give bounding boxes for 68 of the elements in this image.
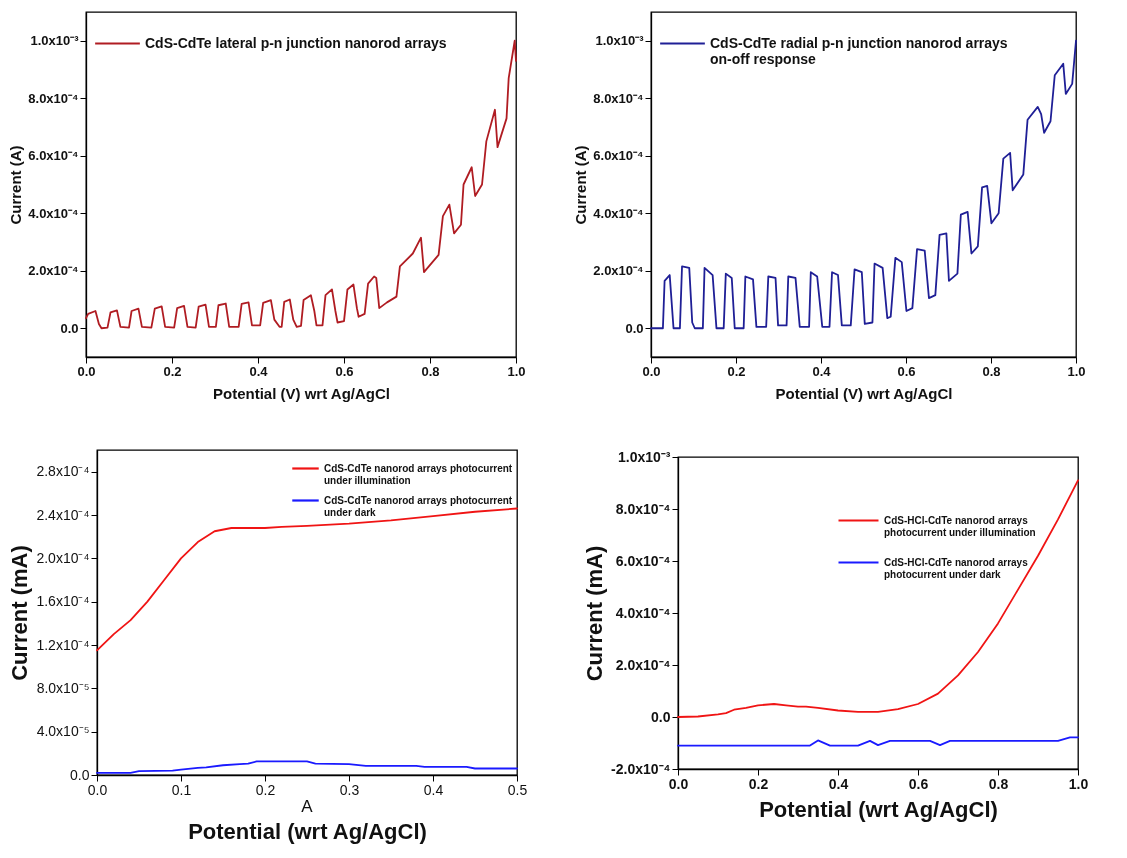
y-tick-label: 4.0x10⁻⁵ xyxy=(36,723,90,740)
x-tick-label: 0.8 xyxy=(988,775,1009,792)
x-tick-label: 0.4 xyxy=(828,775,849,792)
y-tick-label: 2.0x10⁻⁴ xyxy=(593,263,644,279)
y-tick-label: 2.0x10⁻⁴ xyxy=(36,549,90,566)
x-tick-label: 1.0 xyxy=(507,363,526,379)
y-tick-label: 1.0x10⁻³ xyxy=(618,448,671,465)
legend-label: CdS-CdTe radial p-n junction nanorod arrays on-off response xyxy=(710,34,1008,67)
legend-label: CdS-CdTe lateral p-n junction nanorod arrays xyxy=(145,34,447,51)
legend-label: CdS-CdTe nanorod arrays photocurrent under dark xyxy=(324,494,513,518)
x-tick-label: 1.0 xyxy=(1067,363,1086,379)
y-tick-label: 8.0x10⁻⁴ xyxy=(28,90,79,106)
x-tick-label: 0.4 xyxy=(423,781,444,798)
x-tick-label: 0.4 xyxy=(812,363,832,379)
line-series xyxy=(650,39,1077,330)
y-tick-label: 8.0x10⁻⁵ xyxy=(36,679,90,696)
x-tick-label: 1.0 xyxy=(1068,775,1089,792)
x-tick-label: 0.6 xyxy=(335,363,354,379)
legend-label: CdS-CdTe nanorod arrays photocurrent under illumination xyxy=(324,462,513,486)
line-series xyxy=(85,39,517,330)
y-tick-label: -2.0x10⁻⁴ xyxy=(611,760,671,777)
x-tick-label: 0.4 xyxy=(249,363,269,379)
x-tick-label: 0.2 xyxy=(163,363,182,379)
x-tick-label: 0.8 xyxy=(421,363,440,379)
x-tick-label: 0.2 xyxy=(255,781,276,798)
y-tick-label: 0.0 xyxy=(60,320,79,336)
y-tick-label: 2.8x10⁻⁴ xyxy=(36,463,90,480)
legend-label: CdS-HCl-CdTe nanorod arrays photocurrent under dark xyxy=(884,556,1029,580)
y-axis-title: Current (mA) xyxy=(7,545,33,681)
x-tick-label: 0.1 xyxy=(171,781,192,798)
y-tick-label: 2.4x10⁻⁴ xyxy=(36,506,90,523)
x-axis-title: Potential (wrt Ag/AgCl) xyxy=(759,796,998,822)
y-tick-label: 1.0x10⁻³ xyxy=(30,33,80,49)
y-tick-label: 1.2x10⁻⁴ xyxy=(36,636,90,653)
y-tick-label: 4.0x10⁻⁴ xyxy=(28,205,79,221)
y-axis-title: Current (A) xyxy=(7,145,25,225)
x-tick-label: 0.2 xyxy=(727,363,746,379)
y-tick-label: 4.0x10⁻⁴ xyxy=(615,604,671,621)
y-tick-label: 8.0x10⁻⁴ xyxy=(615,500,671,517)
y-tick-label: 0.0 xyxy=(651,708,671,725)
x-tick-label: 0.0 xyxy=(668,775,689,792)
y-tick-label: 6.0x10⁻⁴ xyxy=(593,148,644,164)
x-tick-label: 0.0 xyxy=(87,781,108,798)
x-tick-label: 0.6 xyxy=(897,363,916,379)
x-axis-title: Potential (wrt Ag/AgCl) xyxy=(188,818,427,844)
x-tick-label: 0.5 xyxy=(507,781,528,798)
y-tick-label: 8.0x10⁻⁴ xyxy=(593,90,644,106)
y-tick-label: 6.0x10⁻⁴ xyxy=(615,552,671,569)
y-tick-label: 1.0x10⁻³ xyxy=(595,33,645,49)
text: A xyxy=(301,797,314,816)
x-tick-label: 0.6 xyxy=(908,775,929,792)
x-tick-label: 0.2 xyxy=(748,775,769,792)
y-tick-label: 4.0x10⁻⁴ xyxy=(593,205,644,221)
line-series xyxy=(96,507,518,652)
y-axis-title: Current (mA) xyxy=(582,545,608,682)
x-axis-title: Potential (V) wrt Ag/AgCl xyxy=(775,384,953,402)
x-tick-label: 0.8 xyxy=(982,363,1001,379)
y-tick-label: 2.0x10⁻⁴ xyxy=(28,263,79,279)
line-series xyxy=(677,479,1079,718)
y-axis-title: Current (A) xyxy=(572,145,590,225)
y-tick-label: 0.0 xyxy=(625,320,644,336)
legend-label: CdS-HCl-CdTe nanorod arrays photocurrent under illumination xyxy=(884,514,1036,538)
y-tick-label: 2.0x10⁻⁴ xyxy=(615,656,671,673)
x-tick-label: 0.3 xyxy=(339,781,360,798)
x-axis-title: Potential (V) wrt Ag/AgCl xyxy=(213,384,390,402)
line-series xyxy=(677,736,1079,747)
y-tick-label: 6.0x10⁻⁴ xyxy=(28,148,79,164)
y-tick-label: 1.6x10⁻⁴ xyxy=(36,593,90,610)
